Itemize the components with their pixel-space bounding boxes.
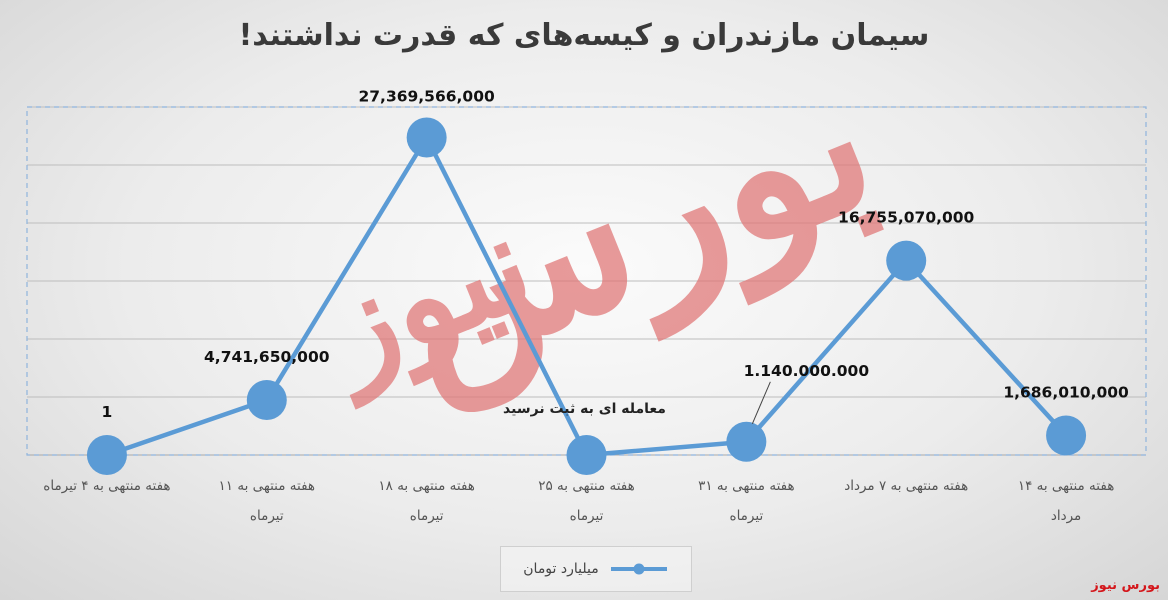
- x-tick-label: هفته منتهی به ۷ مرداد: [844, 478, 968, 494]
- legend: میلیارد تومان: [500, 546, 692, 592]
- data-label: 1,686,010,000: [1003, 383, 1129, 401]
- data-label: 27,369,566,000: [358, 88, 495, 106]
- data-point: [886, 240, 927, 281]
- source-mark: بورس نیوز: [1091, 578, 1160, 593]
- data-point: [86, 435, 127, 475]
- leader-line: [751, 381, 771, 424]
- data-point: [1046, 415, 1087, 456]
- x-tick-label: هفته منتهی به ۳۱: [698, 478, 795, 494]
- x-tick-label: تیرماه: [410, 508, 444, 524]
- data-point: [246, 379, 287, 420]
- grid-lines: [27, 106, 1146, 456]
- data-point: [726, 421, 767, 462]
- x-tick-label: تیرماه: [570, 508, 604, 524]
- x-tick-label: تیرماه: [250, 508, 284, 524]
- data-label: 16,755,070,000: [838, 209, 975, 227]
- legend-series-label: میلیارد تومان: [523, 561, 599, 577]
- annotation-label: معامله ای به ثبت نرسید: [503, 401, 666, 417]
- x-tick-label: مرداد: [1051, 508, 1081, 524]
- x-axis-labels: هفته منتهی به ۴ تیرماه هفته منتهی به ۱۱ تی…: [43, 478, 1114, 524]
- x-tick-label: هفته منتهی به ۴ تیرماه: [43, 478, 170, 494]
- legend-series-marker: [610, 563, 667, 575]
- x-tick-label: تیرماه: [730, 508, 764, 524]
- x-tick-label: هفته منتهی به ۲۵: [538, 478, 635, 494]
- data-point: [406, 117, 447, 158]
- label-layer: 1 4,741,650,000 27,369,566,000 1.140.000.00…: [102, 88, 1129, 424]
- data-point: [566, 435, 607, 475]
- series-layer: [86, 117, 1087, 475]
- x-tick-label: هفته منتهی به ۱۸: [378, 478, 475, 494]
- data-label: 4,741,650,000: [204, 348, 330, 366]
- chart-title: سیمان مازندران و کیسه‌های که قدرت نداشتن…: [238, 18, 930, 53]
- data-label: 1: [102, 403, 113, 421]
- data-label: 1.140.000.000: [744, 362, 870, 380]
- x-tick-label: هفته منتهی به ۱۱: [219, 478, 316, 494]
- x-tick-label: هفته منتهی به ۱۴: [1018, 478, 1115, 494]
